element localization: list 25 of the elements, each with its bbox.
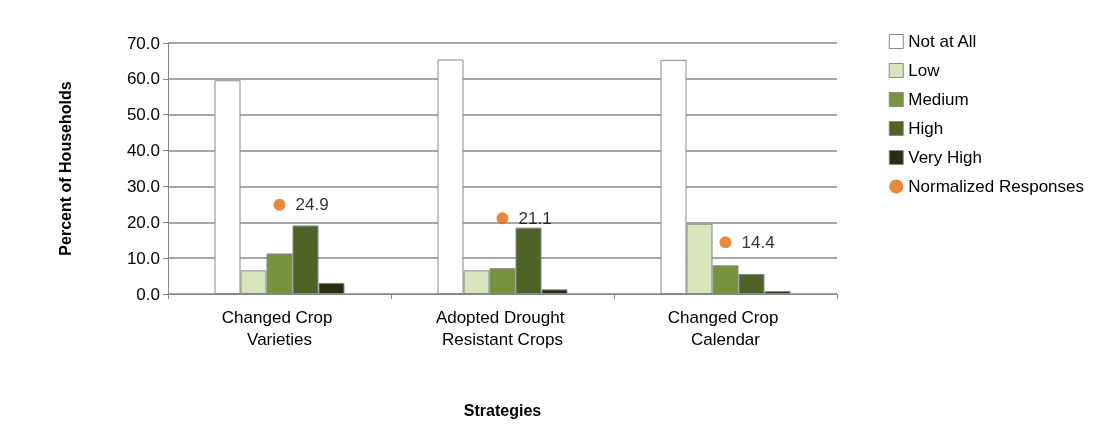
x-tick-label: Adopted Drought Resistant Crops <box>435 307 570 349</box>
x-tick-label: Changed Crop Varieties <box>221 307 338 349</box>
data-label: 21.1 <box>518 208 552 228</box>
y-axis-title: Percent of Households <box>56 81 74 256</box>
legend-label: Medium <box>908 90 969 109</box>
legend-label: High <box>908 119 944 138</box>
legend-label: Low <box>908 61 941 80</box>
legend-label: Not at All <box>908 32 977 51</box>
data-label: 14.4 <box>741 232 775 252</box>
legend-label: Very High <box>908 148 982 167</box>
y-tick-label: 0.0 <box>136 284 160 304</box>
legend-label: Normalized Responses <box>908 177 1085 196</box>
y-tick-label: 70.0 <box>126 33 160 53</box>
x-tick-label: Changed Crop Calendar <box>667 307 784 349</box>
y-tick-label: 10.0 <box>126 248 160 268</box>
y-tick-label: 20.0 <box>126 212 160 232</box>
point <box>496 212 509 225</box>
y-tick-label: 30.0 <box>126 176 160 196</box>
x-axis-title: Strategies <box>463 401 542 419</box>
point <box>273 198 286 211</box>
y-tick-label: 60.0 <box>126 69 160 89</box>
data-label: 24.9 <box>295 195 329 215</box>
y-tick-label: 40.0 <box>126 141 160 161</box>
point <box>719 236 732 249</box>
y-tick-label: 50.0 <box>126 105 160 125</box>
